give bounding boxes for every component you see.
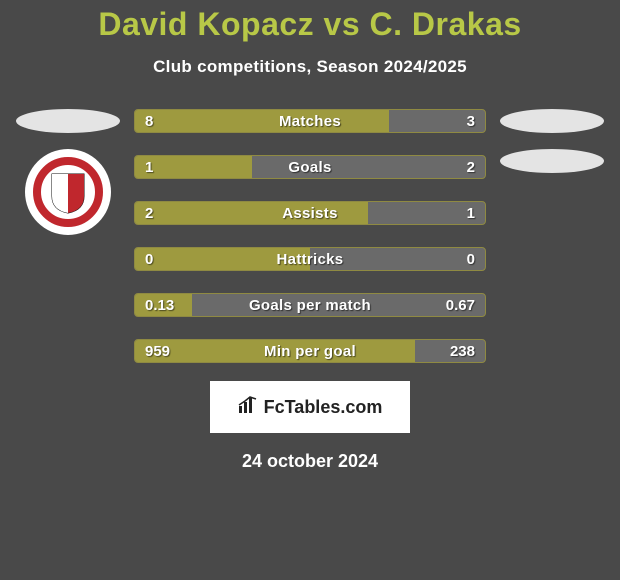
left-badges [8,109,128,363]
stat-label: Assists [135,202,485,224]
club-crest [25,149,111,235]
club-placeholder-ellipse [16,109,120,133]
page-subtitle: Club competitions, Season 2024/2025 [0,57,620,77]
crest-shield-icon [48,170,88,214]
stat-row: 12Goals [134,155,486,179]
club-placeholder-ellipse [500,109,604,133]
stat-row: 959238Min per goal [134,339,486,363]
stat-row: 83Matches [134,109,486,133]
right-badges [492,109,612,363]
comparison-card: David Kopacz vs C. Drakas Club competiti… [0,0,620,580]
stat-row: 21Assists [134,201,486,225]
stat-label: Hattricks [135,248,485,270]
date-line: 24 october 2024 [0,451,620,472]
chart-icon [238,396,258,419]
page-title: David Kopacz vs C. Drakas [0,0,620,43]
stat-row: 0.130.67Goals per match [134,293,486,317]
footer-brand-text: FcTables.com [264,397,383,418]
stat-row: 00Hattricks [134,247,486,271]
stat-label: Goals [135,156,485,178]
club-placeholder-ellipse [500,149,604,173]
stat-label: Min per goal [135,340,485,362]
stat-label: Matches [135,110,485,132]
stat-label: Goals per match [135,294,485,316]
footer-brand-badge: FcTables.com [210,381,410,433]
stat-bars: 83Matches 12Goals 21Assists 00Hattricks 0.13… [128,109,492,363]
content-row: 83Matches 12Goals 21Assists 00Hattricks 0.13… [0,109,620,363]
